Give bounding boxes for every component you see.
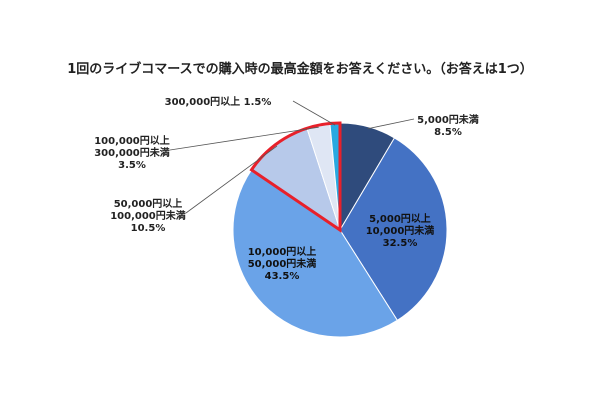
slice-label-4: 50,000円以上 100,000円未満 10.5% [110,197,186,234]
highlight-outline [249,121,342,233]
leader-line-6 [292,100,336,126]
slice-label-5: 100,000円以上 300,000円未満 3.5% [94,134,170,171]
chart-title: 1回のライブコマースでの購入時の最高金額をお答えください。（お答えは1つ） [67,61,533,77]
slice-label-6: 300,000円以上 1.5% [165,95,272,108]
pie-slice-2 [339,137,448,322]
leader-line-5 [169,126,319,151]
leader-lines [169,100,415,214]
leader-line-4 [185,145,278,214]
slice-label-2: 5,000円以上 10,000円未満 32.5% [366,212,435,249]
slice-label-3: 10,000円以上 50,000円未満 43.5% [248,245,317,282]
pie-slice-3 [232,169,399,338]
slice-labels: 5,000円未満 8.5% 5,000円以上 10,000円未満 32.5% 10,000… [94,95,479,282]
slice-label-1: 5,000円未満 8.5% [417,113,479,138]
leader-line-1 [367,118,415,130]
